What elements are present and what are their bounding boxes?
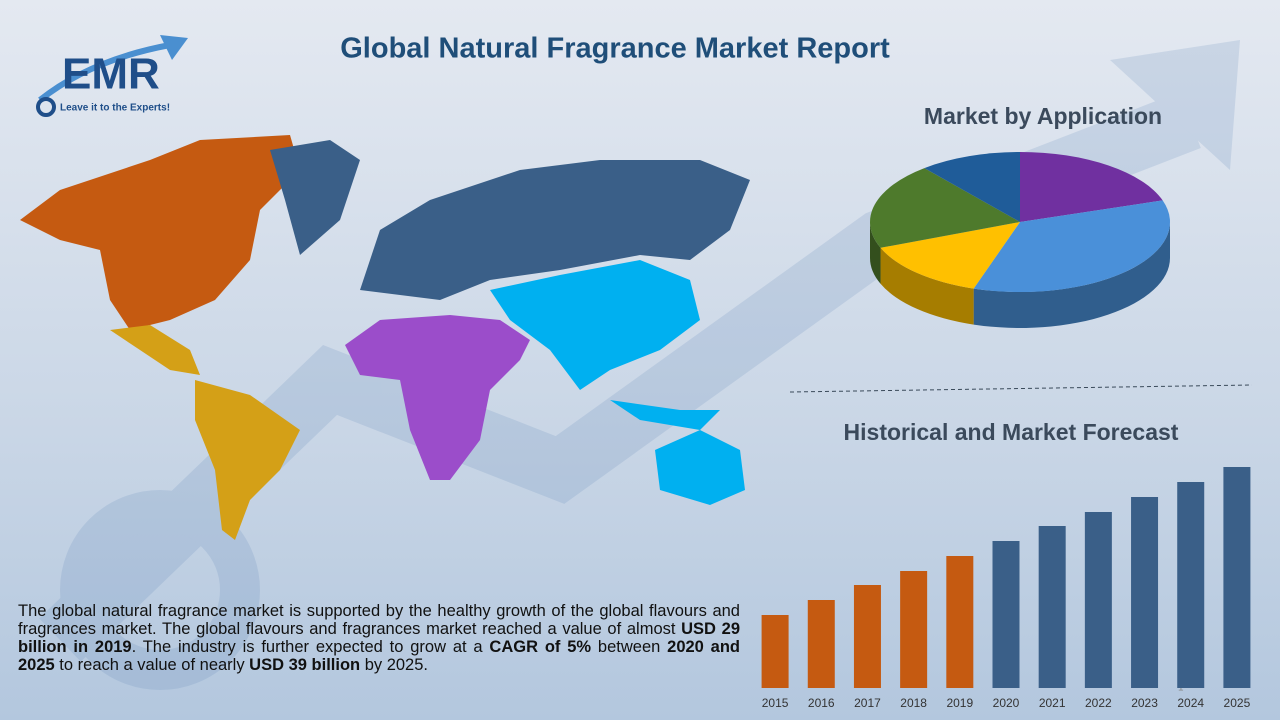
pie-slice bbox=[973, 200, 1170, 292]
bar bbox=[1038, 526, 1066, 688]
x-tick-label: 2019 bbox=[946, 696, 973, 710]
pie-side bbox=[870, 222, 881, 284]
bar bbox=[1177, 482, 1205, 688]
pie-slice bbox=[924, 152, 1020, 222]
summary-text: CAGR of 5% bbox=[489, 638, 592, 656]
x-tick-label: 2024 bbox=[1177, 696, 1204, 710]
divider bbox=[789, 384, 1253, 393]
logo-tagline: Leave it to the Experts! bbox=[60, 103, 170, 114]
bar bbox=[761, 615, 789, 688]
summary-text: USD 29 billion in 2019 bbox=[18, 620, 740, 656]
summary-text: by 2025. bbox=[360, 656, 428, 674]
chart-title: Market by Application bbox=[924, 103, 1162, 129]
bar bbox=[807, 600, 835, 688]
summary-text: The global natural fragrance market is s… bbox=[18, 602, 740, 638]
pie-slice bbox=[880, 222, 1020, 289]
bar bbox=[1223, 467, 1251, 688]
pie-side bbox=[973, 222, 1170, 328]
chart-title: Historical and Market Forecast bbox=[844, 419, 1179, 445]
summary: The global natural fragrance market is s… bbox=[18, 602, 740, 674]
title: Global Natural Fragrance Market Report bbox=[340, 33, 890, 65]
bar bbox=[946, 556, 974, 688]
x-tick-label: 2020 bbox=[993, 696, 1020, 710]
summary-text: . The industry is further expected to gr… bbox=[131, 638, 490, 656]
world-map bbox=[20, 135, 750, 540]
pie-slice bbox=[1020, 152, 1163, 222]
bar bbox=[1084, 512, 1112, 688]
bar bbox=[992, 541, 1020, 688]
summary-text: USD 39 billion bbox=[249, 656, 361, 674]
x-tick-label: 2017 bbox=[854, 696, 881, 710]
bar bbox=[900, 571, 928, 688]
page-number: 1 bbox=[1178, 683, 1184, 694]
bar bbox=[1131, 497, 1159, 688]
x-tick-label: 2023 bbox=[1131, 696, 1158, 710]
logo-brand: EMR bbox=[62, 50, 160, 99]
x-tick-label: 2015 bbox=[762, 696, 789, 710]
summary-text: 2020 and 2025 bbox=[18, 638, 741, 674]
pie-slice bbox=[870, 168, 1020, 248]
pie-side bbox=[880, 247, 974, 325]
x-tick-label: 2016 bbox=[808, 696, 835, 710]
summary-text: to reach a value of nearly bbox=[54, 656, 250, 674]
x-tick-label: 2018 bbox=[900, 696, 927, 710]
summary-text: between bbox=[591, 638, 668, 656]
bar bbox=[853, 585, 881, 688]
x-tick-label: 2021 bbox=[1039, 696, 1066, 710]
logo: EMR Leave it to the Experts! bbox=[36, 35, 188, 117]
x-tick-label: 2022 bbox=[1085, 696, 1112, 710]
x-tick-label: 2025 bbox=[1224, 696, 1251, 710]
